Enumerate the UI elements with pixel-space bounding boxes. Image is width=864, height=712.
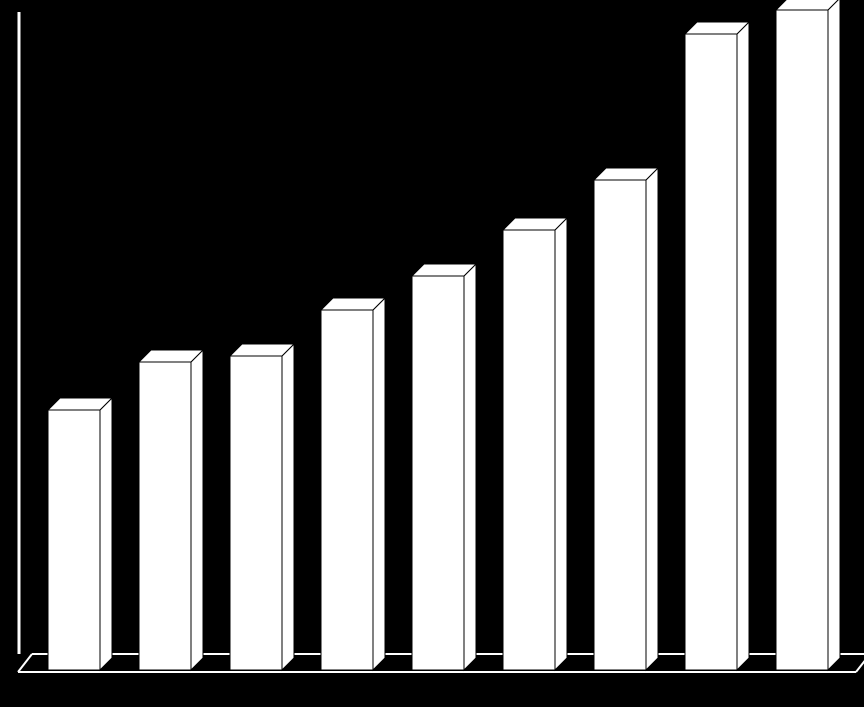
bar-top [321, 298, 385, 310]
chart-root [0, 0, 864, 707]
bar-front [776, 10, 828, 670]
bar-chart [0, 0, 864, 707]
bar-front [412, 276, 464, 670]
bar-front [594, 180, 646, 670]
bar-front [321, 310, 373, 670]
bar-top [503, 218, 567, 230]
bar-side [555, 218, 567, 670]
bar-top [685, 22, 749, 34]
bar-front [503, 230, 555, 670]
bar-front [48, 410, 100, 670]
bar-top [230, 344, 294, 356]
bar-front [230, 356, 282, 670]
bar-side [646, 168, 658, 670]
bar-side [737, 22, 749, 670]
bar-front [685, 34, 737, 670]
bar-side [373, 298, 385, 670]
bar-side [464, 264, 476, 670]
bar-front [139, 362, 191, 670]
bar-side [828, 0, 840, 670]
bar-side [191, 350, 203, 670]
bar-top [412, 264, 476, 276]
bar-side [100, 398, 112, 670]
bar-top [139, 350, 203, 362]
bar-top [594, 168, 658, 180]
bar-top [48, 398, 112, 410]
bar-side [282, 344, 294, 670]
